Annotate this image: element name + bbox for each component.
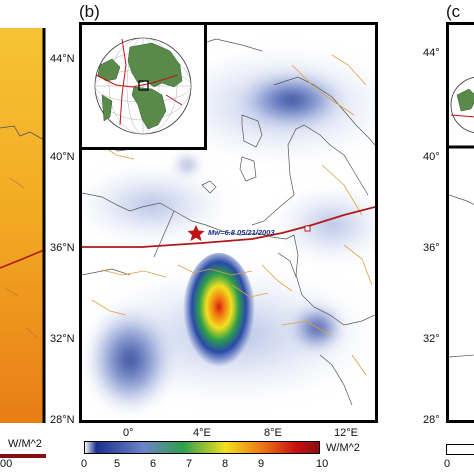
lat-label: 44°N [50, 53, 75, 65]
lon-label: 8°E [264, 427, 282, 439]
lat-label: 36°N [50, 242, 75, 254]
plate-boundary [82, 206, 375, 248]
epicenter-label: Mw=6.8 05/21/2003 [208, 228, 275, 237]
lon-label: 4°E [193, 427, 211, 439]
lat-label: 44° [423, 47, 440, 59]
panel-c-map [449, 77, 474, 358]
colorbar-tick: 9 [258, 458, 265, 470]
lat-label: 28° [423, 414, 440, 426]
panel-c-colorbar-fragment [446, 444, 474, 455]
lon-label: 12°E [334, 427, 358, 439]
colorbar-tick: 0 [444, 458, 451, 470]
colorbar [84, 441, 320, 454]
panel-a-tick: 00 [0, 458, 13, 470]
panel-a-colorbar-fragment [0, 454, 46, 458]
lat-label: 36° [423, 242, 440, 254]
panel-c-map-frame [446, 22, 474, 423]
lon-label: 0° [123, 427, 134, 439]
colorbar-tick: 6 [150, 458, 157, 470]
panel-b-letter: (b) [79, 2, 100, 21]
colorbar-tick: 5 [114, 458, 121, 470]
lat-label: 32° [423, 333, 440, 345]
colorbar-tick: 10 [316, 458, 329, 470]
panel-b-map-frame: Mw=6.8 05/21/2003 [79, 22, 378, 423]
panel-a-map [0, 28, 48, 423]
colorbar-unit: W/M^2 [326, 442, 360, 454]
colorbar-tick: 0 [81, 458, 88, 470]
lat-label: 40° [423, 151, 440, 163]
panel-c-letter: (c [446, 2, 461, 21]
colorbar-tick: 7 [186, 458, 193, 470]
energy-hotspot [183, 253, 255, 373]
panel-b-globe-inset [79, 22, 207, 150]
lat-label: 40°N [50, 151, 75, 163]
epicenter-star [187, 225, 205, 241]
panel-a-unit: W/M^2 [8, 438, 42, 450]
lat-label: 32°N [50, 333, 75, 345]
colorbar-tick: 8 [222, 458, 229, 470]
lat-label: 28°N [50, 414, 75, 426]
panel-a-fragment [0, 28, 48, 423]
panel-b-map: Mw=6.8 05/21/2003 [82, 25, 375, 420]
